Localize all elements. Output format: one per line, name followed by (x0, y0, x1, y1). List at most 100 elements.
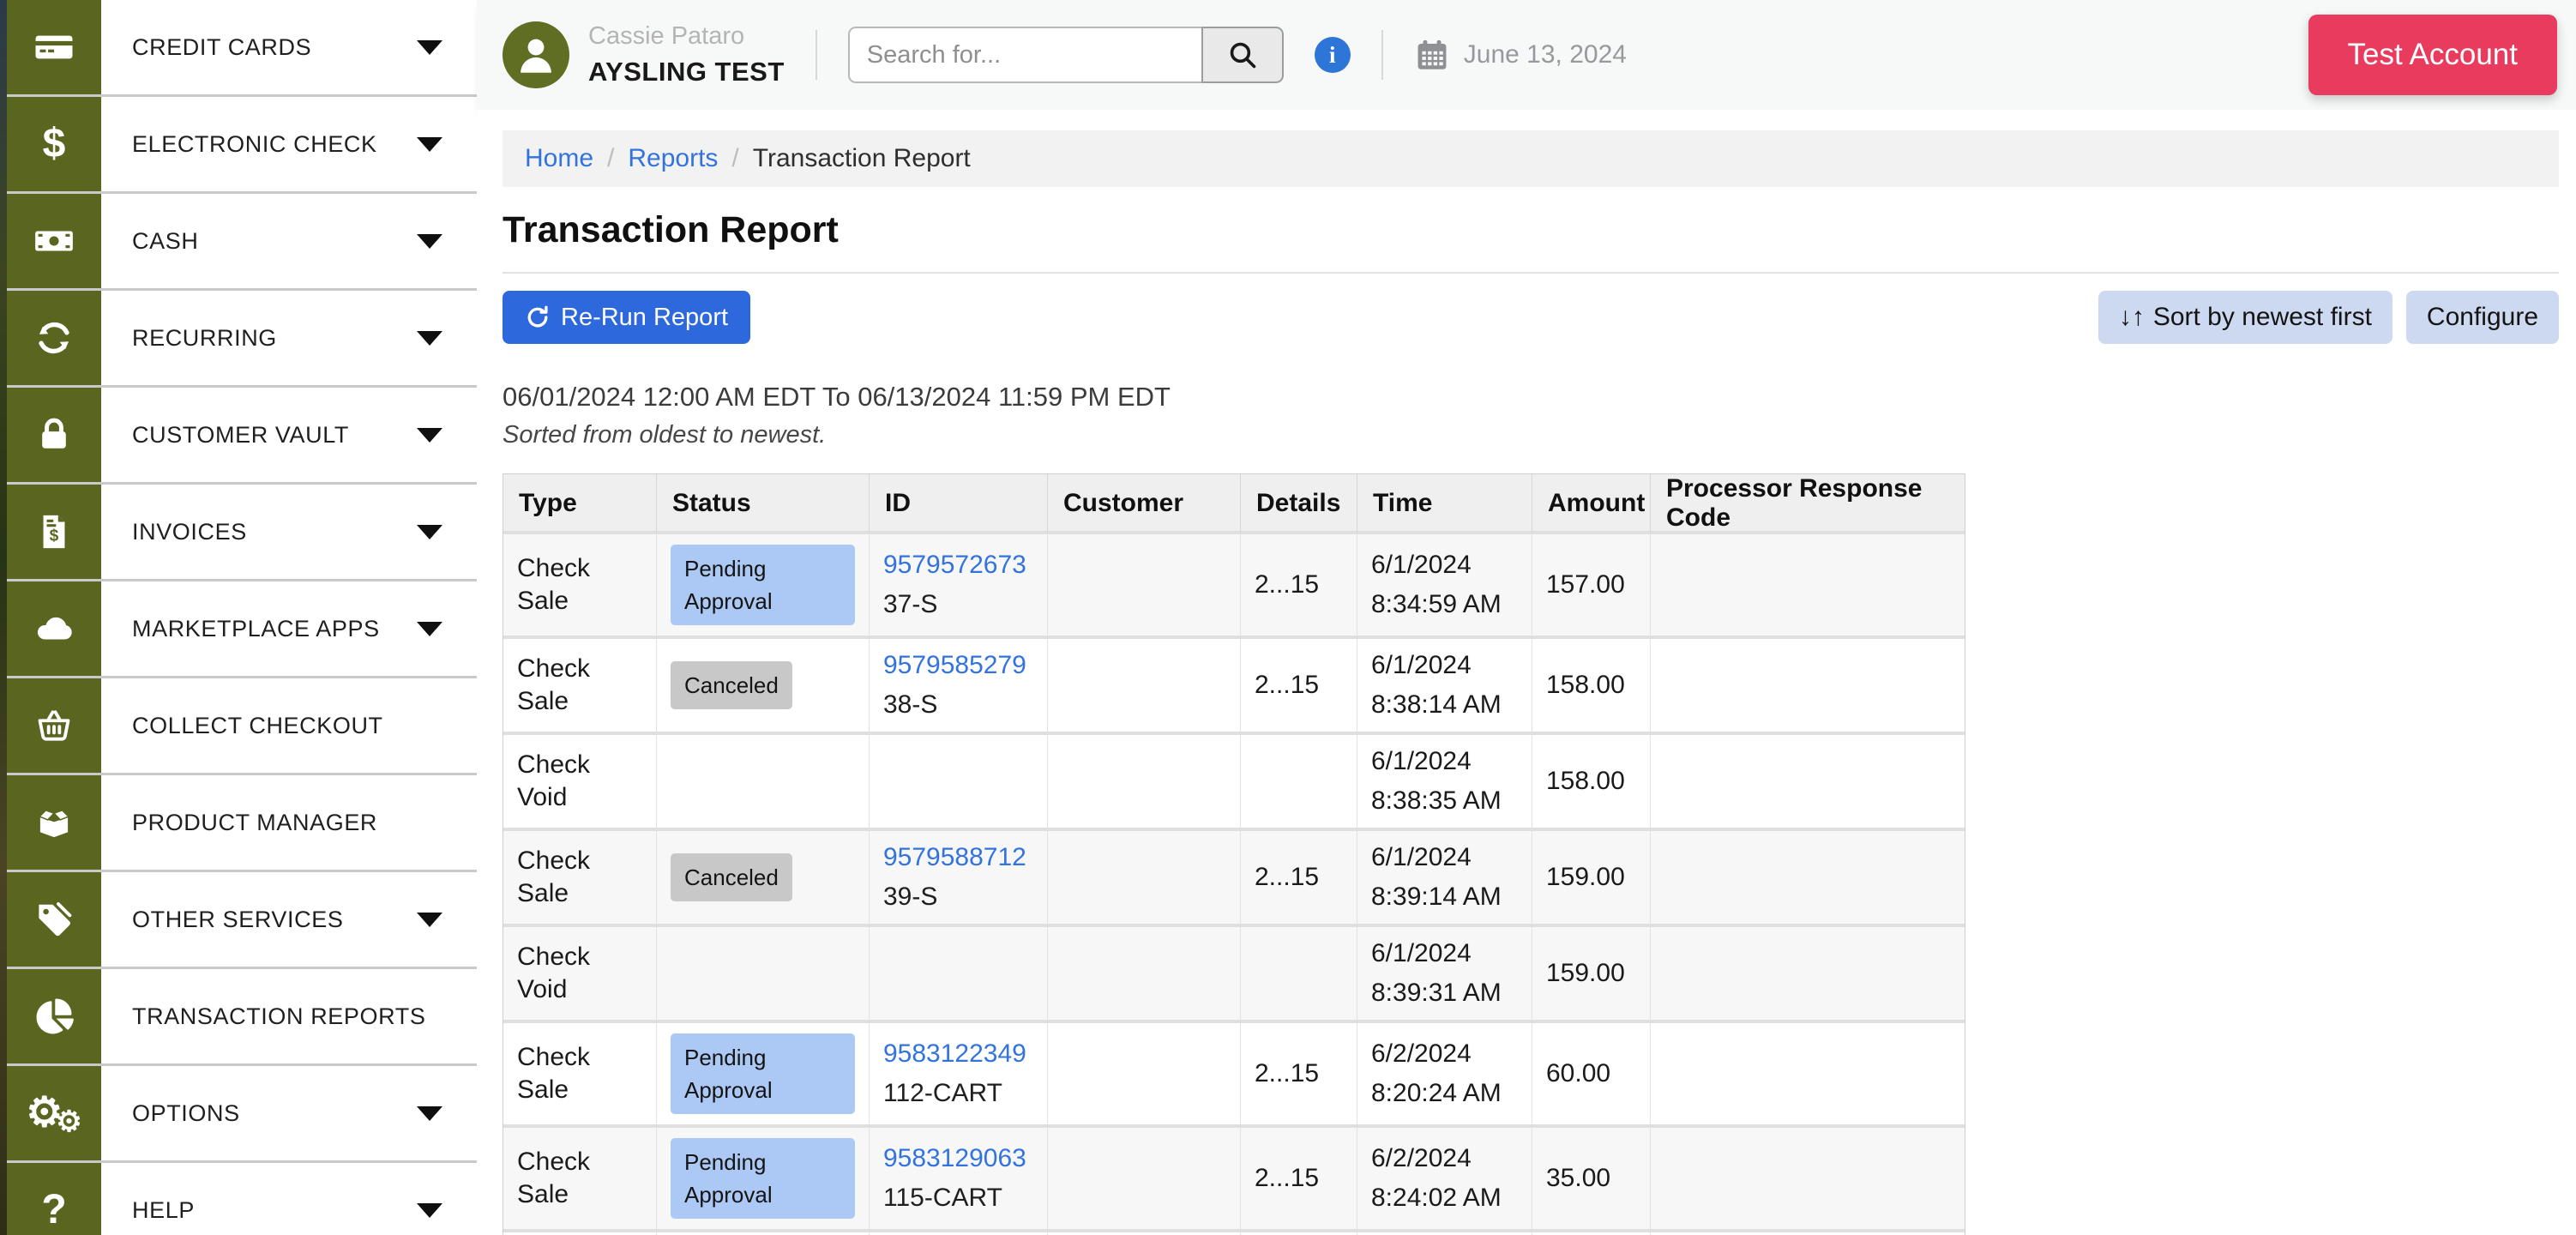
sidebar-item-label: ELECTRONIC CHECK (132, 130, 377, 157)
table-body: Check Sale Pending Approval 9579572673 37… (503, 531, 1965, 1235)
tag-icon (7, 872, 101, 967)
breadcrumb-separator: / (607, 144, 615, 172)
time-clock: 8:39:14 AM (1371, 883, 1502, 911)
cell-type: Check Sale (517, 1043, 591, 1104)
cell-customer (1047, 927, 1240, 1020)
cell-details (1240, 927, 1357, 1020)
cell-details (1240, 735, 1357, 828)
sidebar-item-credit-cards[interactable]: CREDIT CARDS (7, 0, 477, 97)
cell-details: 2...15 (1240, 534, 1357, 636)
cell-response-code (1650, 831, 1965, 924)
cell-details: 2...15 (1240, 831, 1357, 924)
sort-note: Sorted from oldest to newest. (503, 421, 827, 449)
chevron-down-icon (417, 524, 442, 539)
top-header: Cassie Pataro AYSLING TEST i (477, 0, 2576, 110)
cell-customer (1047, 1128, 1240, 1229)
cell-type: Check Sale (517, 654, 591, 715)
sidebar-item-cash[interactable]: CASH (7, 194, 477, 291)
search-input[interactable] (847, 27, 1201, 83)
sidebar: CREDIT CARDS $ ELECTRONIC CHECK CASH REC… (7, 0, 477, 1235)
cell-status: Pending Approval (656, 534, 869, 636)
sidebar-label-cell: CASH (101, 194, 477, 288)
cell-id: 9583122349 112-CART (869, 1023, 1047, 1124)
table-row: Check Sale Canceled 9579588712 39-S 2...1… (503, 828, 1965, 924)
sort-button[interactable]: ↓↑ Sort by newest first (2098, 291, 2392, 344)
sidebar-item-marketplace-apps[interactable]: MARKETPLACE APPS (7, 581, 477, 678)
table-row: Check Sale Pending Approval 9583122349 11… (503, 1020, 1965, 1124)
sidebar-item-customer-vault[interactable]: CUSTOMER VAULT (7, 388, 477, 485)
column-header-id: ID (869, 474, 1047, 533)
sidebar-item-transaction-reports[interactable]: TRANSACTION REPORTS (7, 969, 477, 1066)
rerun-report-button[interactable]: Re-Run Report (503, 291, 751, 344)
sidebar-item-collect-checkout[interactable]: COLLECT CHECKOUT (7, 678, 477, 775)
box-icon (7, 775, 101, 870)
svg-text:$: $ (50, 527, 59, 545)
dollar-icon: $ (7, 97, 101, 191)
column-header-details: Details (1240, 474, 1357, 533)
sidebar-item-label: OTHER SERVICES (132, 906, 344, 932)
time-date: 6/1/2024 (1371, 843, 1472, 871)
cell-details: 2...15 (1240, 1232, 1357, 1235)
sidebar-label-cell: HELP (101, 1163, 477, 1235)
chevron-down-icon (417, 1202, 442, 1218)
breadcrumb-current: Transaction Report (752, 144, 971, 172)
user-block: Cassie Pataro AYSLING TEST (588, 22, 785, 87)
sidebar-item-options[interactable]: ⚙ ⚙ OPTIONS (7, 1066, 477, 1163)
sidebar-item-other-services[interactable]: OTHER SERVICES (7, 872, 477, 969)
sidebar-label-cell: RECURRING (101, 291, 477, 385)
sidebar-label-cell: COLLECT CHECKOUT (101, 678, 477, 773)
sidebar-label-cell: MARKETPLACE APPS (101, 581, 477, 676)
cell-time: 6/1/2024 8:38:14 AM (1357, 639, 1532, 732)
transaction-id-link[interactable]: 9579585279 (883, 651, 1026, 679)
table-header-row: Type Status ID Customer Details Time Amount Pro… (503, 474, 1965, 533)
transaction-id-link[interactable]: 9583129063 (883, 1144, 1026, 1172)
cell-type: Check Void (517, 750, 591, 811)
sidebar-item-label: MARKETPLACE APPS (132, 615, 380, 642)
question-icon: ? (7, 1163, 101, 1235)
sidebar-item-recurring[interactable]: RECURRING (7, 291, 477, 388)
table-row: Check Sale Canceled 9579585279 38-S 2...1… (503, 636, 1965, 732)
chevron-down-icon (417, 912, 442, 927)
sidebar-item-electronic-check[interactable]: $ ELECTRONIC CHECK (7, 97, 477, 194)
report-date-range: 06/01/2024 12:00 AM EDT To 06/13/2024 11… (503, 382, 1171, 412)
cell-time: 6/1/2024 8:38:35 AM (1357, 735, 1532, 828)
credit-card-icon (7, 0, 101, 94)
cell-amount: 159.00 (1532, 927, 1650, 1020)
info-icon[interactable]: i (1314, 37, 1351, 73)
transaction-id-link[interactable]: 9579588712 (883, 843, 1026, 871)
cell-customer (1047, 1232, 1240, 1235)
status-badge: Canceled (671, 661, 792, 709)
cell-type: Check Sale (517, 1148, 591, 1208)
transaction-id-link[interactable]: 9583122349 (883, 1039, 1026, 1068)
sidebar-item-label: INVOICES (132, 518, 247, 545)
sidebar-item-product-manager[interactable]: PRODUCT MANAGER (7, 775, 477, 872)
table-row: Check Sale Pending Approval 9583129063 11… (503, 1124, 1965, 1229)
breadcrumb-reports-link[interactable]: Reports (628, 144, 719, 172)
transaction-table: Type Status ID Customer Details Time Amount Pro… (503, 473, 1965, 1235)
search-button[interactable] (1201, 27, 1284, 83)
sidebar-item-help[interactable]: ? HELP (7, 1163, 477, 1235)
chevron-down-icon (417, 233, 442, 249)
chevron-down-icon (417, 1105, 442, 1121)
sidebar-item-invoices[interactable]: $ INVOICES (7, 485, 477, 581)
cell-status: Pending Approval (656, 1128, 869, 1229)
order-reference: 37-S (883, 590, 938, 618)
cell-details: 2...15 (1240, 1128, 1357, 1229)
order-reference: 115-CART (883, 1184, 1002, 1212)
breadcrumb-home-link[interactable]: Home (525, 144, 594, 172)
status-badge: Pending Approval (671, 1033, 855, 1114)
table-row: Check Sale Pending Approval 958313557211… (503, 1229, 1965, 1235)
date-picker[interactable]: June 13, 2024 (1414, 37, 1627, 73)
cell-response-code (1650, 1232, 1965, 1235)
configure-button[interactable]: Configure (2405, 291, 2559, 344)
status-badge: Canceled (671, 853, 792, 901)
test-account-button[interactable]: Test Account (2308, 15, 2557, 95)
time-clock: 8:20:24 AM (1371, 1079, 1502, 1107)
column-header-processor-response-code: Processor Response Code (1650, 474, 1965, 533)
sidebar-label-cell: TRANSACTION REPORTS (101, 969, 477, 1063)
sidebar-item-label: CUSTOMER VAULT (132, 421, 349, 448)
cell-customer (1047, 534, 1240, 636)
transaction-id-link[interactable]: 9579572673 (883, 551, 1026, 579)
main-content: Home / Reports / Transaction Report Tran… (477, 110, 2576, 1235)
avatar[interactable] (503, 21, 569, 88)
